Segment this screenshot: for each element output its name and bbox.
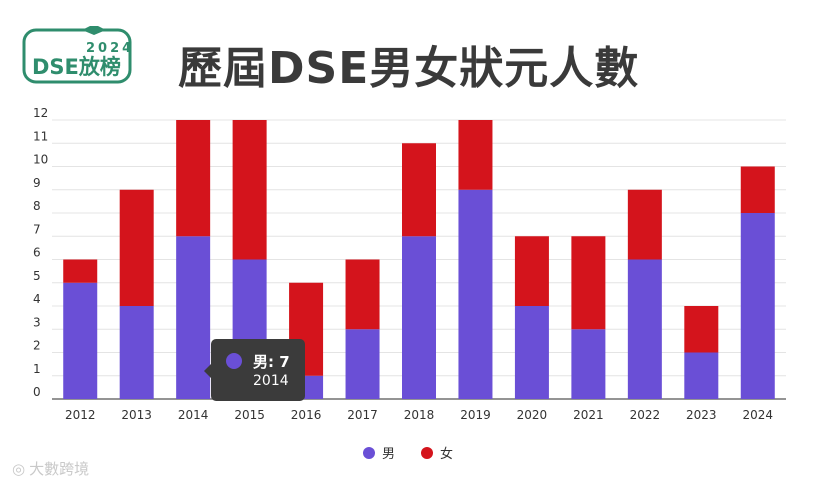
x-tick-label: 2017	[347, 408, 378, 422]
tooltip-year: 2014	[253, 373, 289, 389]
svg-text:2024: 2024	[86, 41, 134, 56]
bar-male[interactable]	[345, 329, 380, 399]
bar-female[interactable]	[571, 236, 606, 330]
bar-female[interactable]	[458, 120, 493, 190]
watermark-icon: ◎	[12, 459, 26, 478]
x-tick-label: 2018	[404, 408, 435, 422]
bar-male[interactable]	[571, 329, 606, 399]
legend-item-female[interactable]: 女	[421, 443, 453, 462]
y-tick-label: 1	[33, 362, 41, 376]
bar-female[interactable]	[627, 189, 662, 260]
bar-female[interactable]	[345, 259, 380, 330]
y-tick-label: 0	[33, 385, 41, 399]
x-tick-label: 2013	[121, 408, 152, 422]
chart-tooltip: 男: 7 2014	[204, 339, 305, 401]
y-tick-label: 11	[33, 129, 48, 143]
bar-female[interactable]	[63, 259, 98, 283]
x-tick-label: 2015	[234, 408, 265, 422]
bar-female[interactable]	[176, 120, 211, 237]
chart-legend: 男 女	[0, 443, 816, 462]
bar-male[interactable]	[740, 213, 775, 399]
bar-male[interactable]	[119, 306, 154, 399]
dse-logo: 2024 DSE放榜	[22, 24, 134, 84]
x-tick-label: 2023	[686, 408, 717, 422]
legend-label-male: 男	[381, 447, 395, 462]
bar-female[interactable]	[119, 189, 154, 306]
y-tick-label: 10	[33, 153, 48, 167]
watermark-text: 大數跨境	[29, 460, 90, 478]
bar-female[interactable]	[740, 166, 775, 214]
bar-female[interactable]	[514, 236, 549, 306]
bar-male[interactable]	[63, 282, 98, 399]
bar-male[interactable]	[514, 306, 549, 399]
svg-text:DSE放榜: DSE放榜	[32, 55, 121, 79]
legend-swatch-male	[362, 446, 375, 459]
y-tick-label: 5	[33, 269, 41, 283]
y-tick-label: 3	[33, 315, 41, 329]
x-tick-label: 2016	[291, 408, 322, 422]
tooltip-label: 男: 7	[253, 353, 290, 371]
y-tick-label: 2	[33, 339, 41, 353]
y-tick-label: 7	[33, 222, 41, 236]
x-tick-label: 2024	[742, 408, 773, 422]
bar-female[interactable]	[402, 143, 436, 237]
x-tick-label: 2019	[460, 408, 491, 422]
y-tick-label: 12	[33, 106, 48, 120]
bar-male[interactable]	[684, 352, 719, 400]
bar-male[interactable]	[627, 259, 662, 400]
tooltip-swatch	[226, 353, 242, 369]
y-tick-label: 4	[33, 292, 41, 306]
y-tick-label: 6	[33, 246, 41, 260]
watermark: ◎ 大數跨境	[12, 458, 89, 479]
page-title: 歷屆DSE男女狀元人數	[178, 43, 640, 94]
legend-swatch-female	[421, 446, 433, 459]
bar-male[interactable]	[402, 236, 436, 399]
x-tick-label: 2022	[630, 408, 661, 422]
x-tick-label: 2020	[517, 408, 548, 422]
x-tick-label: 2012	[65, 408, 96, 422]
x-tick-label: 2021	[573, 408, 604, 422]
y-tick-label: 9	[33, 176, 41, 190]
bar-male[interactable]	[458, 189, 493, 399]
legend-item-male[interactable]: 男	[362, 443, 395, 462]
legend-label-female: 女	[440, 447, 454, 462]
y-tick-label: 8	[33, 199, 41, 213]
x-tick-label: 2014	[178, 408, 209, 422]
bar-female[interactable]	[232, 120, 267, 260]
bar-female[interactable]	[684, 306, 719, 353]
